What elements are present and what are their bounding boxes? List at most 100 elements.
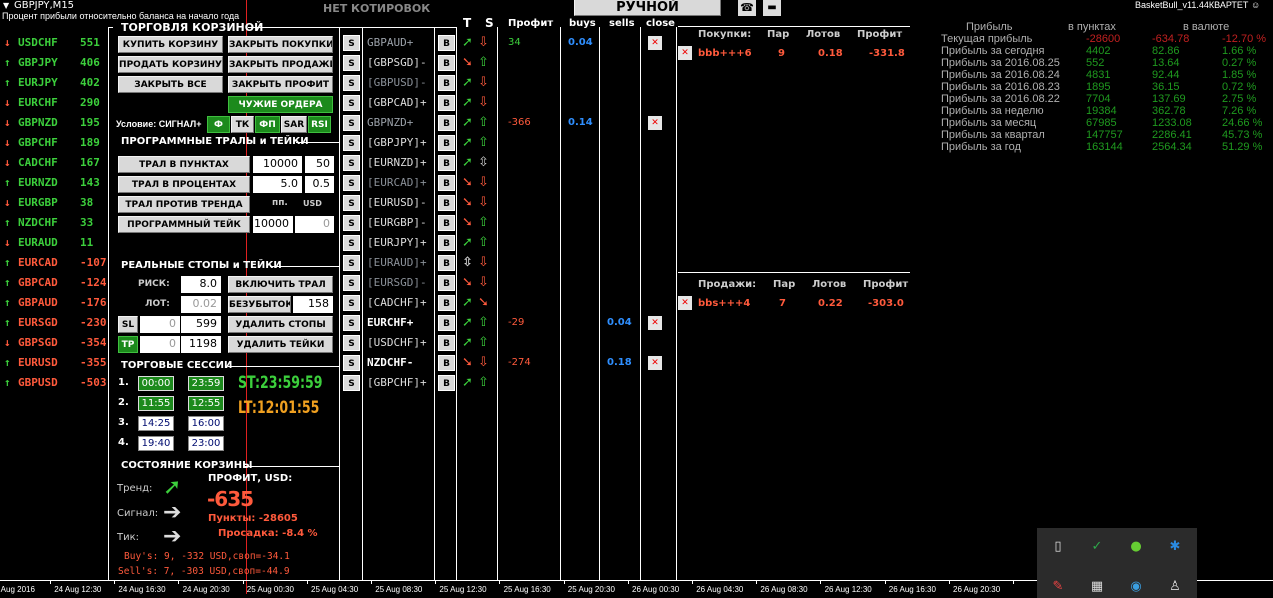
- buy-button[interactable]: B: [438, 195, 455, 211]
- strength-row[interactable]: ↓ USDCHF 551: [4, 35, 100, 51]
- session-start-input[interactable]: 14:25: [138, 416, 174, 431]
- sell-basket-button[interactable]: ПРОДАТЬ КОРЗИНУ: [118, 56, 223, 73]
- condition-toggle-тк[interactable]: ТК: [231, 116, 254, 133]
- close-sells-button[interactable]: ЗАКРЫТЬ ПРОДАЖИ: [228, 56, 333, 73]
- strength-row[interactable]: ↑ GBPCAD -124: [4, 275, 107, 291]
- buy-basket-button[interactable]: КУПИТЬ КОРЗИНУ: [118, 36, 223, 53]
- sell-button[interactable]: S: [343, 175, 360, 191]
- utorrent-icon[interactable]: ●: [1130, 539, 1142, 554]
- buy-button[interactable]: B: [438, 55, 455, 71]
- strength-row[interactable]: ↑ GBPAUD -176: [4, 295, 107, 311]
- session-start-input[interactable]: 19:40: [138, 436, 174, 451]
- sell-button[interactable]: S: [343, 235, 360, 251]
- close-sells-group-button[interactable]: ✕: [678, 296, 692, 310]
- session-start-input[interactable]: 00:00: [138, 376, 174, 391]
- percent-trail-step[interactable]: 0.5: [305, 176, 334, 193]
- breakeven-button[interactable]: БЕЗУБЫТОК: [228, 296, 291, 313]
- sell-button[interactable]: S: [343, 115, 360, 131]
- bluetooth-icon[interactable]: ✱: [1169, 539, 1181, 554]
- close-all-button[interactable]: ЗАКРЫТЬ ВСЕ: [118, 76, 223, 93]
- foreign-orders-button[interactable]: ЧУЖИЕ ОРДЕРА: [228, 96, 333, 113]
- strength-row[interactable]: ↑ EURCAD -107: [4, 255, 107, 271]
- strength-row[interactable]: ↓ EURCHF 290: [4, 95, 100, 111]
- strength-row[interactable]: ↓ GBPCHF 189: [4, 135, 100, 151]
- checkmark-app-icon[interactable]: ✓: [1091, 539, 1103, 554]
- close-buys-group-button[interactable]: ✕: [678, 46, 692, 60]
- sell-button[interactable]: S: [343, 75, 360, 91]
- points-trail-button[interactable]: ТРАЛ В ПУНКТАХ: [118, 156, 250, 173]
- sell-button[interactable]: S: [343, 375, 360, 391]
- delete-stops-button[interactable]: УДАЛИТЬ СТОПЫ: [228, 316, 333, 333]
- sell-button[interactable]: S: [343, 135, 360, 151]
- close-row-button[interactable]: ✕: [648, 116, 662, 130]
- risk-input[interactable]: 8.0: [181, 276, 221, 293]
- buy-button[interactable]: B: [438, 355, 455, 371]
- strength-row[interactable]: ↑ EURSGD -230: [4, 315, 107, 331]
- program-take-button[interactable]: ПРОГРАММНЫЙ ТЕЙК: [118, 216, 250, 233]
- sl-input-2[interactable]: 599: [181, 316, 221, 333]
- buy-button[interactable]: B: [438, 75, 455, 91]
- counter-trend-trail-button[interactable]: ТРАЛ ПРОТИВ ТРЕНДА: [118, 196, 250, 213]
- sell-button[interactable]: S: [343, 195, 360, 211]
- session-end-input[interactable]: 23:59: [188, 376, 224, 391]
- security-icon[interactable]: ◉: [1130, 579, 1142, 594]
- breakeven-input[interactable]: 158: [293, 296, 333, 313]
- buy-button[interactable]: B: [438, 315, 455, 331]
- printer-icon[interactable]: ▬: [763, 0, 781, 16]
- program-take-usd[interactable]: 0: [295, 216, 334, 233]
- sell-button[interactable]: S: [343, 275, 360, 291]
- buy-button[interactable]: B: [438, 335, 455, 351]
- sell-button[interactable]: S: [343, 295, 360, 311]
- buy-button[interactable]: B: [438, 95, 455, 111]
- strength-row[interactable]: ↓ CADCHF 167: [4, 155, 100, 171]
- lot-input[interactable]: 0.02: [181, 296, 221, 313]
- percent-trail-value[interactable]: 5.0: [253, 176, 302, 193]
- condition-toggle-sar[interactable]: SAR: [281, 116, 307, 133]
- tp-toggle[interactable]: TP: [118, 336, 138, 353]
- buy-button[interactable]: B: [438, 35, 455, 51]
- app-icon[interactable]: ✎: [1052, 579, 1064, 594]
- phone-icon[interactable]: ☎: [738, 0, 756, 16]
- enable-trail-button[interactable]: ВКЛЮЧИТЬ ТРАЛ: [228, 276, 333, 293]
- sell-button[interactable]: S: [343, 255, 360, 271]
- session-end-input[interactable]: 16:00: [188, 416, 224, 431]
- close-row-button[interactable]: ✕: [648, 36, 662, 50]
- close-row-button[interactable]: ✕: [648, 356, 662, 370]
- sell-button[interactable]: S: [343, 95, 360, 111]
- buy-button[interactable]: B: [438, 375, 455, 391]
- buy-button[interactable]: B: [438, 155, 455, 171]
- session-end-input[interactable]: 12:55: [188, 396, 224, 411]
- strength-row[interactable]: ↑ EURNZD 143: [4, 175, 100, 191]
- sl-toggle[interactable]: SL: [118, 316, 138, 333]
- close-profit-button[interactable]: ЗАКРЫТЬ ПРОФИТ: [228, 76, 333, 93]
- condition-toggle-ф[interactable]: Ф: [207, 116, 230, 133]
- percent-trail-button[interactable]: ТРАЛ В ПРОЦЕНТАХ: [118, 176, 250, 193]
- strength-row[interactable]: ↑ GBPUSD -503: [4, 375, 107, 391]
- close-row-button[interactable]: ✕: [648, 316, 662, 330]
- close-buys-button[interactable]: ЗАКРЫТЬ ПОКУПКИ: [228, 36, 333, 53]
- sell-button[interactable]: S: [343, 35, 360, 51]
- sl-input-1[interactable]: 0: [140, 316, 180, 333]
- strength-row[interactable]: ↑ EURUSD -355: [4, 355, 107, 371]
- mode-button[interactable]: РУЧНОЙ: [574, 0, 721, 16]
- program-take-points[interactable]: 10000: [253, 216, 293, 233]
- strength-row[interactable]: ↓ GBPSGD -354: [4, 335, 107, 351]
- sell-button[interactable]: S: [343, 335, 360, 351]
- tp-input-2[interactable]: 1198: [181, 336, 221, 353]
- buy-button[interactable]: B: [438, 215, 455, 231]
- sell-button[interactable]: S: [343, 215, 360, 231]
- strength-row[interactable]: ↑ GBPJPY 406: [4, 55, 100, 71]
- buy-button[interactable]: B: [438, 135, 455, 151]
- points-trail-step[interactable]: 50: [305, 156, 334, 173]
- points-trail-value[interactable]: 10000: [253, 156, 302, 173]
- network-device-icon[interactable]: ▦: [1090, 579, 1104, 594]
- chart-menu-icon[interactable]: ▼: [3, 1, 10, 10]
- strength-row[interactable]: ↑ EURJPY 402: [4, 75, 100, 91]
- session-start-input[interactable]: 11:55: [138, 396, 174, 411]
- strength-row[interactable]: ↓ EURAUD 11: [4, 235, 93, 251]
- tp-input-1[interactable]: 0: [140, 336, 180, 353]
- sell-button[interactable]: S: [343, 355, 360, 371]
- sell-button[interactable]: S: [343, 155, 360, 171]
- sell-button[interactable]: S: [343, 55, 360, 71]
- delete-takes-button[interactable]: УДАЛИТЬ ТЕЙКИ: [228, 336, 333, 353]
